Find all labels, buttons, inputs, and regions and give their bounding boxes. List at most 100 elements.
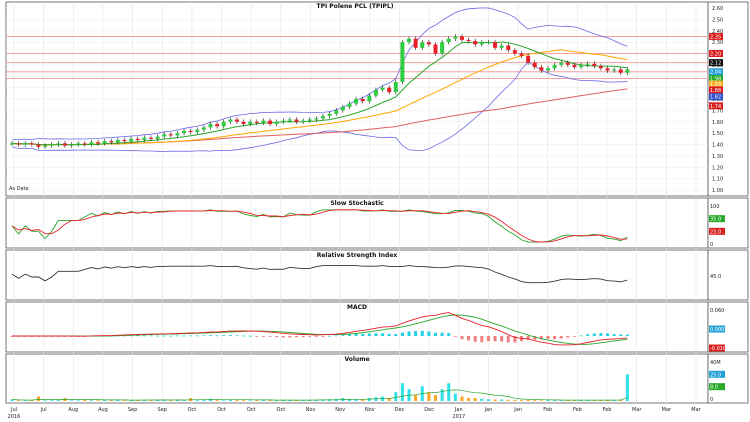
macd-histogram-bar <box>579 335 583 337</box>
candle-body <box>122 139 127 142</box>
macd-histogram-bar <box>592 333 596 336</box>
price-axis-label: 2.60 <box>712 6 723 12</box>
candle-body <box>274 121 279 125</box>
volume-bar <box>261 399 265 401</box>
candle-body <box>334 110 339 114</box>
price-marker-box <box>709 80 723 88</box>
macd-histogram-bar <box>374 333 378 336</box>
candle-body <box>162 134 167 137</box>
volume-bar <box>202 399 206 401</box>
volume-bar <box>400 383 404 401</box>
volume-bar <box>301 400 305 401</box>
vol-axis-frame <box>707 353 749 404</box>
volume-bar <box>453 393 457 401</box>
sma-mid-line <box>11 49 628 146</box>
candle-body <box>307 119 312 121</box>
candle-body <box>188 130 193 133</box>
volume-bar <box>70 400 74 401</box>
volume-bar <box>526 399 530 401</box>
candle-body <box>228 119 233 122</box>
volume-bar <box>367 398 371 401</box>
candle-body <box>605 68 610 71</box>
candle-body <box>10 143 14 145</box>
volume-bar <box>480 398 484 401</box>
macd-histogram-bar <box>586 334 590 336</box>
volume-marker-box <box>709 370 725 378</box>
candle-body <box>135 138 140 141</box>
stochastic-d-line <box>11 209 628 243</box>
candle-body <box>195 129 200 132</box>
candle-body <box>539 67 544 71</box>
macd-histogram-bar <box>400 332 404 336</box>
candle-body <box>69 144 74 146</box>
macd-histogram-bar <box>453 336 457 337</box>
price-axis-label: 1.40 <box>712 143 723 149</box>
volume-bar <box>109 400 113 401</box>
macd-histogram-bar <box>394 333 398 336</box>
macd-histogram-bar <box>175 335 179 337</box>
stoch-panel-frame <box>5 197 709 249</box>
volume-bar <box>361 399 365 401</box>
candle-body <box>281 120 286 122</box>
macd-histogram-bar <box>341 335 345 336</box>
volume-bar <box>50 400 54 401</box>
candle-body <box>598 66 603 69</box>
x-tick-label: Oct <box>247 407 256 413</box>
candle-body <box>248 121 253 125</box>
x-tick-label: Aug <box>98 407 108 413</box>
macd-histogram-bar <box>381 333 385 336</box>
macd-histogram-bar <box>321 336 325 337</box>
x-period-label: 2016 <box>8 414 21 420</box>
volume-bar <box>394 392 398 401</box>
macd-histogram-bar <box>136 335 140 337</box>
price-marker-box <box>709 32 723 40</box>
candle-body <box>506 45 511 51</box>
macd-histogram-bar <box>427 331 431 336</box>
rsi-line <box>11 265 628 284</box>
sma-short-line <box>11 41 628 146</box>
candle-body <box>552 64 557 69</box>
macd-histogram-bar <box>599 333 603 336</box>
bollinger-lower <box>11 61 628 153</box>
volume-bar <box>460 396 464 401</box>
volume-bar <box>255 400 259 401</box>
volume-bar <box>195 399 199 401</box>
volume-bar <box>268 399 272 401</box>
macd-histogram-bar <box>467 336 471 341</box>
rsi-panel-frame <box>5 249 709 301</box>
x-tick-label: Sep <box>128 407 137 413</box>
candle-body <box>43 145 48 147</box>
volume-bar <box>36 396 40 401</box>
volume-bar <box>96 400 100 401</box>
candle-body <box>625 69 630 73</box>
macd-histogram-bar <box>129 335 133 337</box>
volume-bar <box>493 399 497 401</box>
macd-histogram-bar <box>268 336 272 337</box>
price-marker-box <box>709 102 723 110</box>
candle-body <box>387 87 392 93</box>
macd-histogram-bar <box>566 336 570 338</box>
vol-panel-frame <box>5 353 709 404</box>
volume-bar <box>566 400 570 401</box>
volume-bar <box>374 397 378 401</box>
candle-body <box>142 137 147 140</box>
candle-body <box>466 39 471 42</box>
volume-bar <box>248 400 252 401</box>
price-marker-label: 1.74 <box>710 104 721 110</box>
candle-body <box>479 42 484 45</box>
macd-histogram-bar <box>533 336 537 340</box>
macd-histogram-bar <box>142 335 146 337</box>
price-axis-label: 2.30 <box>712 40 723 46</box>
volume-bar <box>10 399 14 401</box>
macd-axis-label: 0.060 <box>710 308 724 314</box>
candle-body <box>115 139 120 143</box>
macd-histogram-bar <box>539 336 543 340</box>
volume-bar <box>235 399 239 401</box>
macd-marker-box <box>709 325 725 333</box>
candle-body <box>519 53 524 56</box>
candle-body <box>16 143 21 145</box>
stochastic-axis-label: 100 <box>710 204 720 210</box>
volume-bar <box>559 400 563 401</box>
volume-bar <box>433 395 437 401</box>
price-marker-label: 2.35 <box>710 34 721 40</box>
